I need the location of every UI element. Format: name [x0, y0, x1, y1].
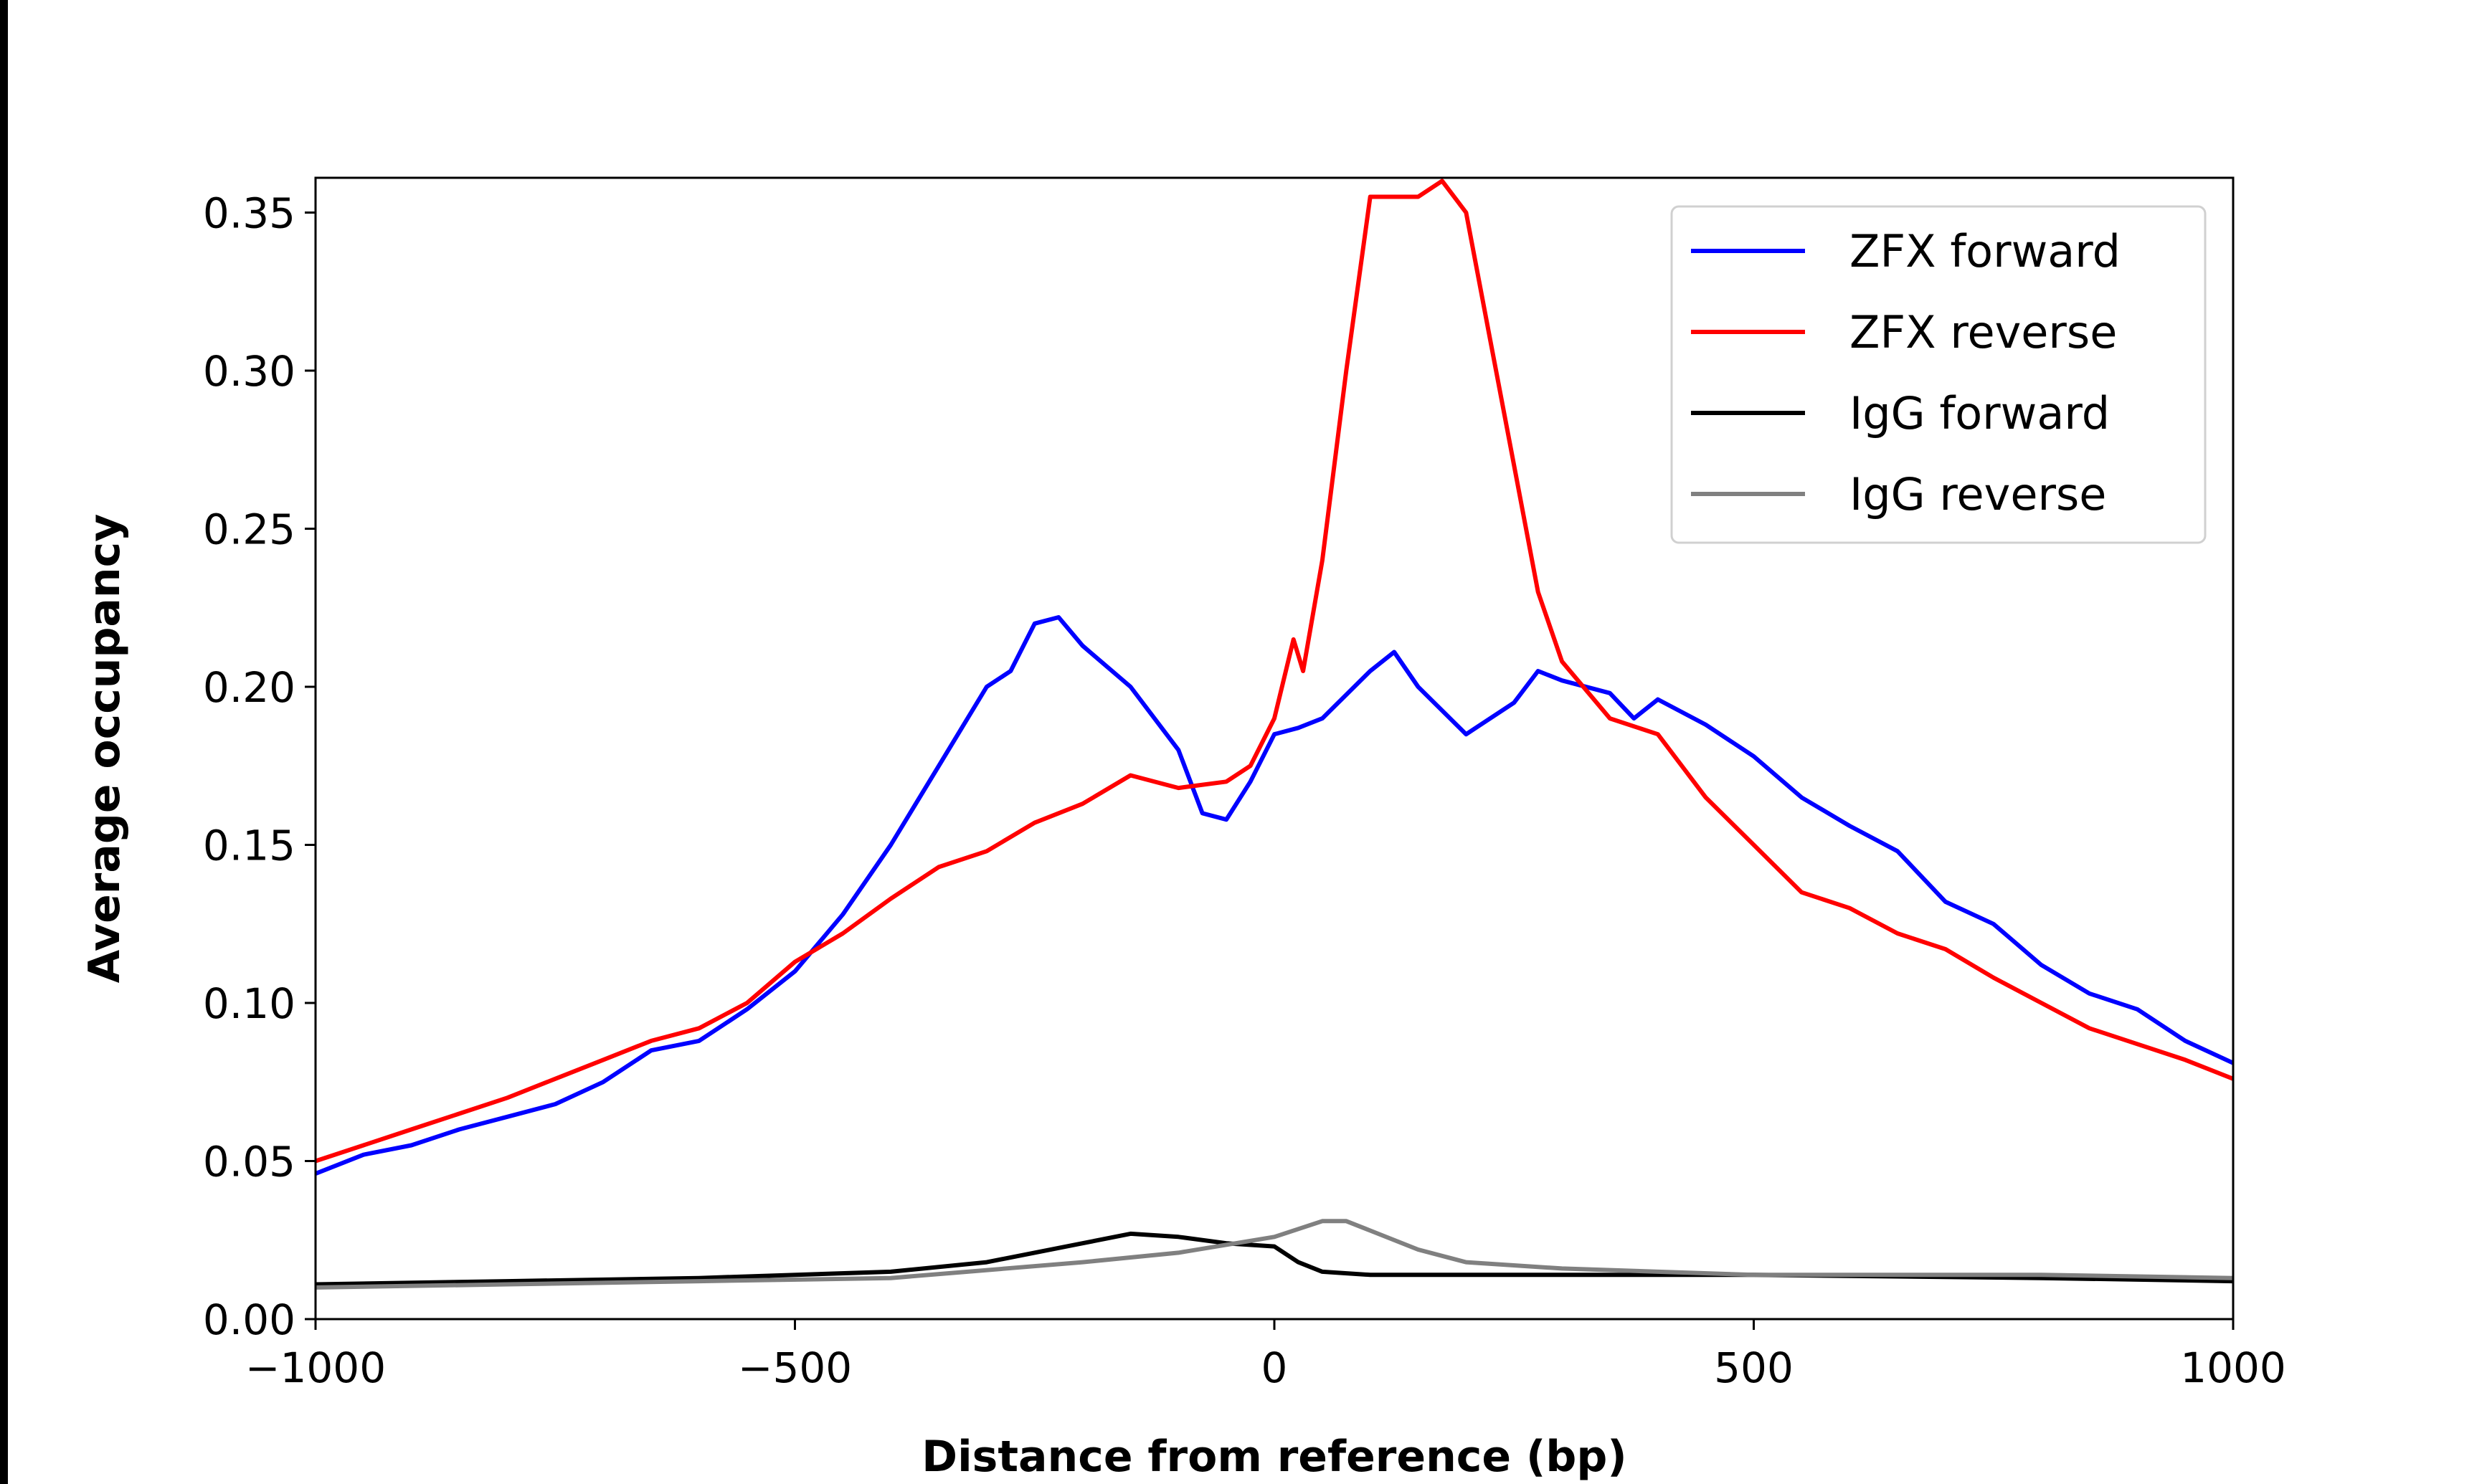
legend-label: ZFX forward — [1849, 225, 2121, 277]
series-line-zfx-reverse — [316, 179, 2233, 1164]
series-line-igg-reverse — [316, 1219, 2233, 1290]
legend: ZFX forward ZFX reverse IgG forward IgG rev… — [1670, 205, 2207, 544]
y-tick-label: 0.00 — [203, 1295, 295, 1344]
y-tick-label: 0.15 — [203, 822, 295, 870]
x-axis-label: Distance from reference (bp) — [922, 1432, 1626, 1482]
x-tick-label: 500 — [1714, 1343, 1794, 1392]
x-tick-label: 1000 — [2180, 1343, 2286, 1392]
y-axis-label: Average occupancy — [80, 514, 130, 984]
x-tick-label: 0 — [1261, 1343, 1288, 1392]
y-tick-label: 0.10 — [203, 979, 295, 1028]
legend-label: ZFX reverse — [1849, 306, 2117, 358]
x-tick-label: −500 — [738, 1343, 852, 1392]
series-line-zfx-forward — [316, 615, 2233, 1176]
x-tick-label: −1000 — [245, 1343, 386, 1392]
legend-label: IgG forward — [1849, 387, 2110, 439]
y-tick-label: 0.30 — [203, 347, 295, 396]
y-tick-label: 0.20 — [203, 663, 295, 712]
y-tick-label: 0.35 — [203, 189, 295, 238]
legend-label: IgG reverse — [1849, 468, 2106, 520]
y-tick-label: 0.05 — [203, 1138, 295, 1186]
legend-box — [1670, 205, 2207, 544]
y-tick-label: 0.25 — [203, 505, 295, 554]
left-border — [0, 0, 8, 1484]
